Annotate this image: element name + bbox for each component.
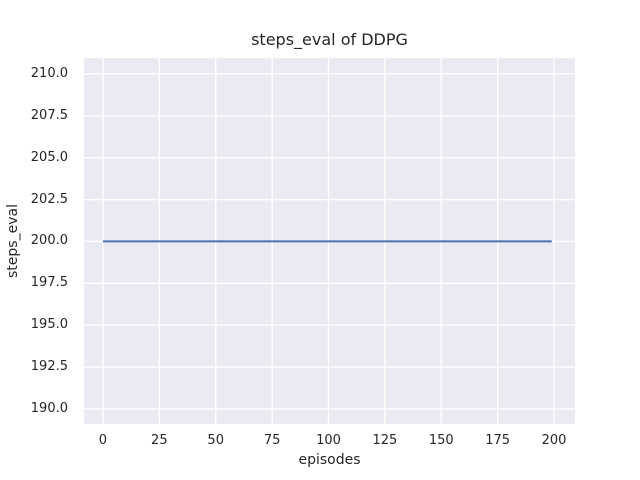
x-tick-label: 25 bbox=[151, 433, 168, 448]
x-tick-label: 100 bbox=[316, 433, 341, 448]
x-tick-label: 50 bbox=[207, 433, 224, 448]
x-tick-label: 175 bbox=[485, 433, 511, 448]
y-tick-label: 210.0 bbox=[30, 65, 68, 81]
x-tick-label: 0 bbox=[98, 433, 108, 448]
x-tick-label: 125 bbox=[372, 433, 398, 448]
y-tick-label: 197.5 bbox=[30, 275, 68, 291]
y-tick-label: 205.0 bbox=[30, 149, 68, 165]
x-axis-label: episodes bbox=[298, 452, 361, 468]
x-tick-label: 75 bbox=[263, 433, 281, 448]
x-tick-label: 200 bbox=[541, 433, 567, 448]
chart-title: steps_eval of DDPG bbox=[251, 30, 408, 49]
y-tick-label: 190.0 bbox=[30, 400, 68, 416]
plot-area bbox=[84, 58, 575, 424]
y-tick-label: 207.5 bbox=[30, 107, 68, 123]
y-tick-label: 200.0 bbox=[30, 233, 68, 249]
y-tick-label: 195.0 bbox=[30, 317, 68, 333]
x-tick-label: 150 bbox=[428, 433, 454, 448]
y-tick-label: 192.5 bbox=[30, 359, 68, 375]
y-tick-label: 202.5 bbox=[30, 191, 68, 207]
plot-canvas bbox=[84, 58, 575, 424]
